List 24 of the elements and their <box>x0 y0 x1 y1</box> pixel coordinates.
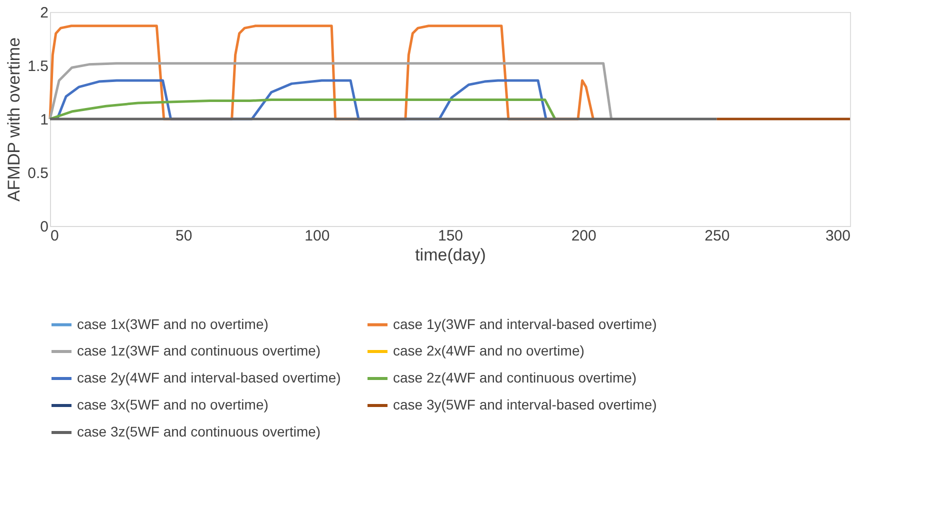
x-tick-label: 300 <box>825 228 850 244</box>
legend-label: case 1y(3WF and interval-based overtime) <box>393 316 657 332</box>
legend-label: case 1z(3WF and continuous overtime) <box>77 342 321 358</box>
legend-label: case 1x(3WF and no overtime) <box>77 316 268 332</box>
line-series <box>48 98 556 120</box>
y-axis-title: AFMDP with overtime <box>4 37 24 202</box>
x-tick-label: 0 <box>50 228 59 244</box>
y-tick-label: 1.5 <box>28 58 48 75</box>
x-axis-title: time(day) <box>415 246 486 264</box>
x-tick-label: 150 <box>438 228 464 244</box>
x-tick-label: 50 <box>175 228 192 244</box>
legend-label: case 3y(5WF and interval-based overtime) <box>393 396 657 412</box>
y-tick-label: 2 <box>40 4 48 22</box>
y-tick-label: 1 <box>40 112 48 128</box>
legend-label: case 2z(4WF and continuous overtime) <box>393 370 637 386</box>
y-tick-label: 0.5 <box>28 165 48 182</box>
legend-label: case 3x(5WF and no overtime) <box>77 396 268 412</box>
legend-label: case 3z(5WF and continuous overtime) <box>77 424 321 440</box>
legend-label: case 2x(4WF and no overtime) <box>393 342 584 358</box>
x-tick-label: 100 <box>304 228 330 244</box>
x-tick-label: 200 <box>571 228 596 244</box>
legend-label: case 2y(4WF and interval-based overtime) <box>77 370 341 386</box>
line-series <box>48 62 613 120</box>
x-tick-label: 250 <box>704 228 730 244</box>
